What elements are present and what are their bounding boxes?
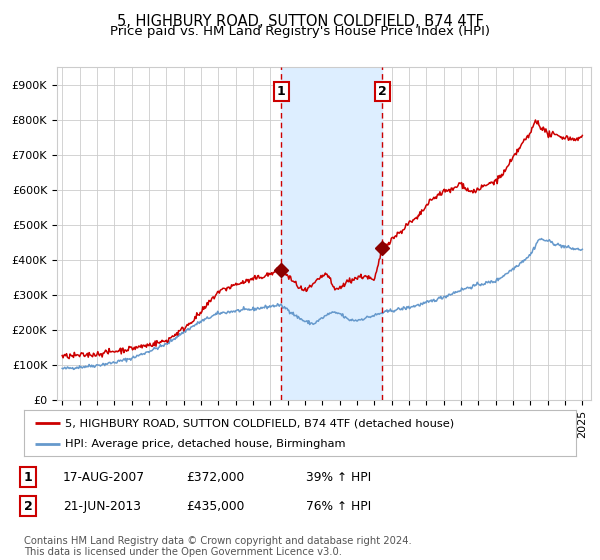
Text: 39% ↑ HPI: 39% ↑ HPI — [306, 470, 371, 484]
Bar — [281, 67, 382, 400]
Text: Price paid vs. HM Land Registry's House Price Index (HPI): Price paid vs. HM Land Registry's House … — [110, 25, 490, 38]
Text: £372,000: £372,000 — [186, 470, 244, 484]
Text: 5, HIGHBURY ROAD, SUTTON COLDFIELD, B74 4TF: 5, HIGHBURY ROAD, SUTTON COLDFIELD, B74 … — [116, 14, 484, 29]
Text: Contains HM Land Registry data © Crown copyright and database right 2024.
This d: Contains HM Land Registry data © Crown c… — [24, 535, 412, 557]
Text: 1: 1 — [277, 85, 286, 98]
Text: 2: 2 — [24, 500, 32, 513]
Text: 1: 1 — [24, 470, 32, 484]
Text: 2: 2 — [378, 85, 387, 98]
Text: 21-JUN-2013: 21-JUN-2013 — [63, 500, 141, 513]
Text: 5, HIGHBURY ROAD, SUTTON COLDFIELD, B74 4TF (detached house): 5, HIGHBURY ROAD, SUTTON COLDFIELD, B74 … — [65, 418, 455, 428]
Text: 17-AUG-2007: 17-AUG-2007 — [63, 470, 145, 484]
Text: £435,000: £435,000 — [186, 500, 244, 513]
Text: HPI: Average price, detached house, Birmingham: HPI: Average price, detached house, Birm… — [65, 440, 346, 450]
Text: 76% ↑ HPI: 76% ↑ HPI — [306, 500, 371, 513]
